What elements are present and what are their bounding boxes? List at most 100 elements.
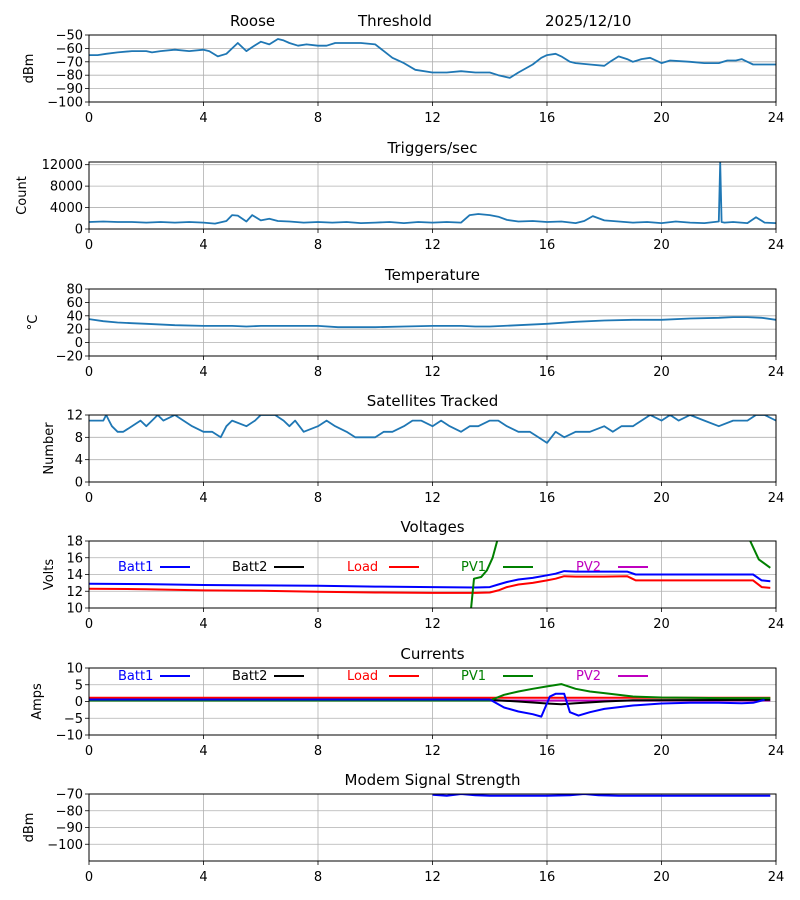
y-tick-label: 8000 <box>50 180 83 195</box>
series-line-batt2 <box>89 698 771 706</box>
y-tick-label: 4000 <box>50 201 83 216</box>
y-tick-label: 12000 <box>42 158 83 173</box>
y-tick-label: −80 <box>56 69 83 84</box>
y-tick-label: 0 <box>75 223 83 238</box>
x-tick-label: 4 <box>199 111 207 126</box>
y-tick-label: −90 <box>56 82 83 97</box>
y-tick-label: 14 <box>66 568 83 583</box>
y-tick-label: 16 <box>66 551 83 566</box>
series-line-triggers <box>89 162 776 225</box>
x-tick-label: 4 <box>199 744 207 759</box>
y-tick-label: 8 <box>75 431 83 446</box>
x-tick-label: 16 <box>539 365 556 380</box>
report-date: 2025/12/10 <box>545 12 632 30</box>
y-tick-label: 10 <box>66 662 83 677</box>
series-line-temperature <box>89 316 776 329</box>
y-tick-label: 5 <box>75 678 83 693</box>
x-tick-label: 24 <box>768 744 785 759</box>
x-tick-label: 8 <box>314 744 322 759</box>
chart-panel-2: 0 4 8 12 16 20 24 0 4000 8000 12000 Count Triggers/s… <box>15 139 784 253</box>
x-tick-label: 24 <box>768 617 785 632</box>
x-tick-label: 20 <box>653 238 670 253</box>
series-line-batt1 <box>89 692 765 718</box>
x-tick-label: 24 <box>768 111 785 126</box>
y-tick-label: −70 <box>56 788 83 803</box>
x-tick-label: 8 <box>314 365 322 380</box>
x-tick-label: 8 <box>314 111 322 126</box>
y-tick-label: −100 <box>47 96 83 111</box>
x-tick-label: 0 <box>85 617 93 632</box>
x-tick-label: 4 <box>199 238 207 253</box>
y-tick-label: 60 <box>66 296 83 311</box>
chart-panel-1: 0 4 8 12 16 20 24 −50−60−70−80−90−100 dBm <box>22 29 784 127</box>
x-tick-label: 24 <box>768 870 785 885</box>
y-tick-label: 4 <box>75 453 83 468</box>
chart-title: Satellites Tracked <box>367 392 498 410</box>
chart-title: Triggers/sec <box>387 139 478 157</box>
x-tick-label: 0 <box>85 111 93 126</box>
x-tick-label: 0 <box>85 491 93 506</box>
legend-label-pv1: PV1 <box>461 560 486 575</box>
x-tick-label: 0 <box>85 744 93 759</box>
y-axis-label: Number <box>42 422 57 475</box>
chart-title: Currents <box>400 645 464 663</box>
x-tick-label: 16 <box>539 491 556 506</box>
series-line-load <box>89 575 771 594</box>
x-tick-label: 4 <box>199 365 207 380</box>
x-tick-label: 12 <box>424 744 441 759</box>
x-tick-label: 8 <box>314 870 322 885</box>
x-tick-label: 20 <box>653 744 670 759</box>
x-tick-label: 20 <box>653 491 670 506</box>
y-tick-label: −90 <box>56 821 83 836</box>
legend-label-pv1: PV1 <box>461 669 486 684</box>
x-tick-label: 20 <box>653 617 670 632</box>
x-tick-label: 12 <box>424 238 441 253</box>
y-tick-label: −100 <box>47 838 83 853</box>
y-axis-label: Volts <box>42 559 57 591</box>
y-tick-label: −60 <box>56 42 83 57</box>
y-tick-label: 20 <box>66 323 83 338</box>
y-tick-label: 12 <box>66 585 83 600</box>
chart-title: Temperature <box>384 266 480 284</box>
x-tick-label: 4 <box>199 870 207 885</box>
x-tick-label: 20 <box>653 365 670 380</box>
y-tick-label: 12 <box>66 409 83 424</box>
legend-label-load: Load <box>347 669 378 684</box>
x-tick-label: 16 <box>539 744 556 759</box>
y-axis-label: dBm <box>22 813 37 843</box>
y-tick-label: 0 <box>75 476 83 491</box>
x-tick-label: 24 <box>768 238 785 253</box>
x-tick-label: 24 <box>768 365 785 380</box>
y-tick-label: 0 <box>75 695 83 710</box>
x-tick-label: 0 <box>85 870 93 885</box>
legend-label-batt1: Batt1 <box>118 669 153 684</box>
y-tick-label: −80 <box>56 804 83 819</box>
x-tick-label: 12 <box>424 870 441 885</box>
y-tick-label: −10 <box>56 729 83 744</box>
x-tick-label: 12 <box>424 111 441 126</box>
x-tick-label: 0 <box>85 238 93 253</box>
series-line-signal <box>89 38 776 79</box>
x-tick-label: 20 <box>653 111 670 126</box>
y-tick-label: 18 <box>66 535 83 550</box>
chart-title: Modem Signal Strength <box>345 771 521 789</box>
x-tick-label: 12 <box>424 617 441 632</box>
series-line-pv1 <box>470 541 771 608</box>
x-tick-label: 8 <box>314 617 322 632</box>
y-axis-label: Count <box>15 176 30 215</box>
x-tick-label: 8 <box>314 491 322 506</box>
x-tick-label: 16 <box>539 617 556 632</box>
chart-panel-7: 0 4 8 12 16 20 24 −70−80 −90 −100 dBm Modem Signal … <box>22 771 784 885</box>
x-tick-label: 12 <box>424 491 441 506</box>
y-tick-label: −20 <box>56 350 83 365</box>
series-line-satellites <box>89 415 776 444</box>
y-axis-label: °C <box>26 315 41 331</box>
legend-label-batt2: Batt2 <box>232 669 267 684</box>
series-line-pv1 <box>89 683 771 702</box>
legend-label-pv2: PV2 <box>576 669 601 684</box>
legend-label-pv2: PV2 <box>576 560 601 575</box>
chart-title: Voltages <box>400 518 464 536</box>
